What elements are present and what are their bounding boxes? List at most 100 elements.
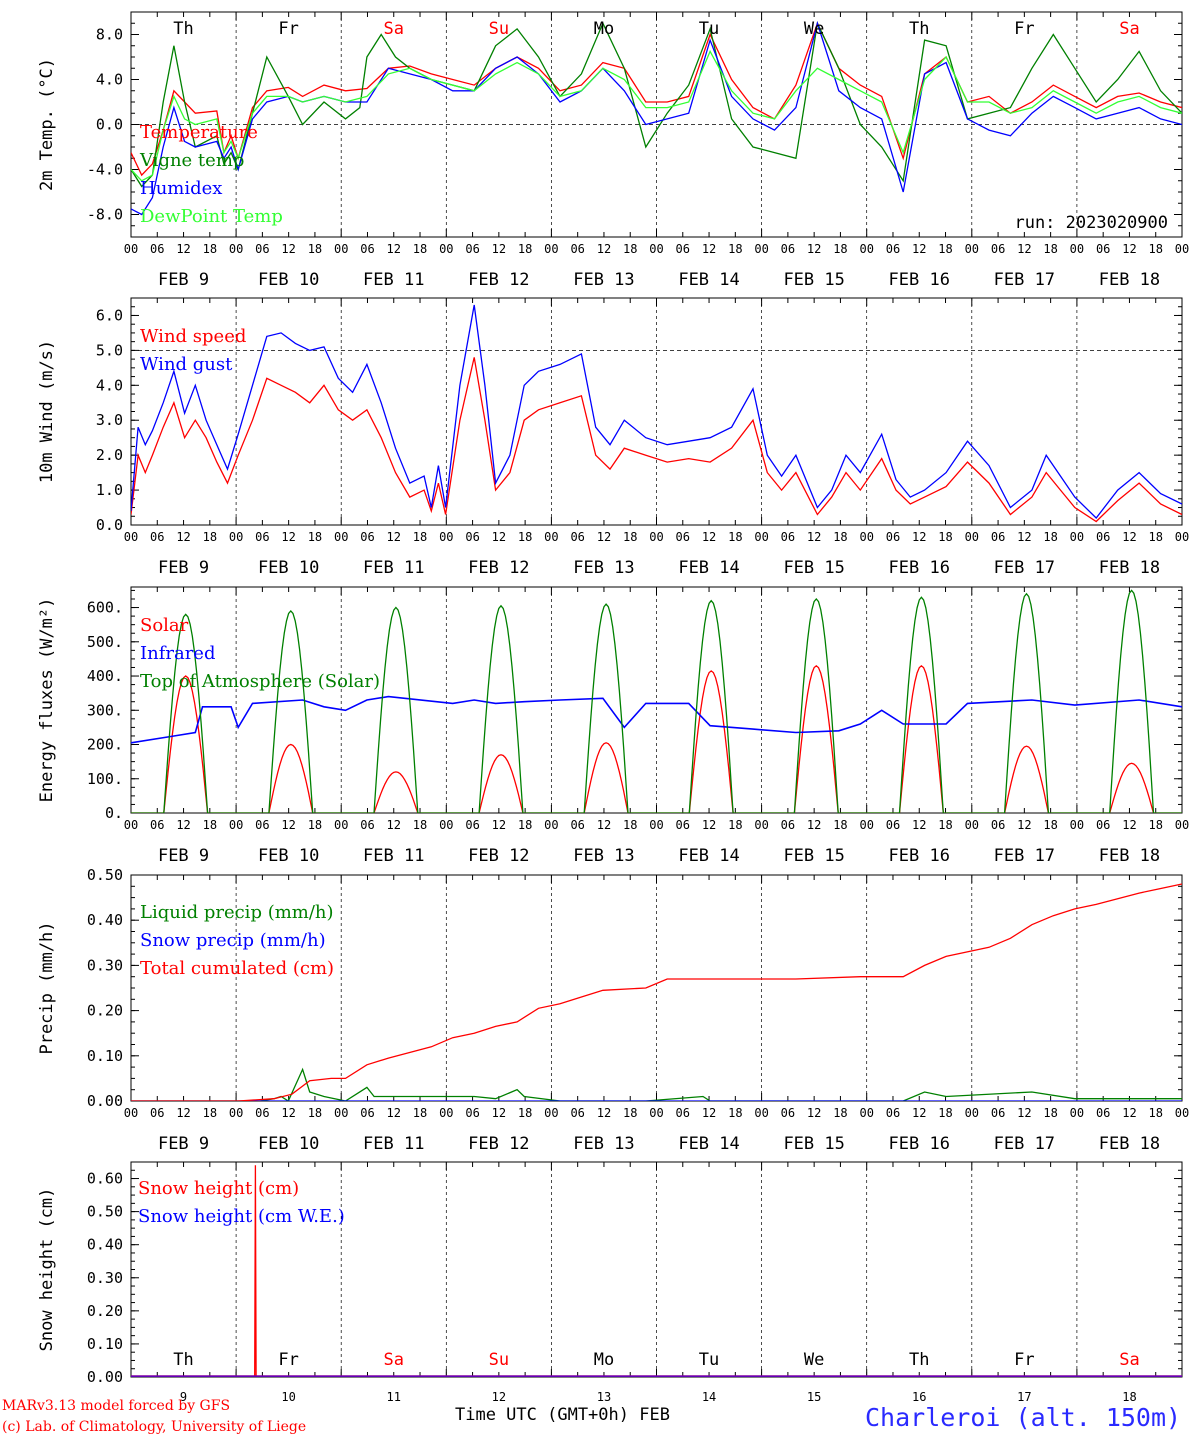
day-of-week-label: Th (173, 19, 193, 39)
hour-label: 12 (1122, 1106, 1136, 1120)
series-group (131, 304, 1182, 523)
day-of-week-label: Th (909, 19, 929, 39)
day-number-label: 16 (912, 1390, 926, 1404)
day-of-week-label: Fr (1014, 1350, 1034, 1370)
hour-label: 06 (570, 1106, 584, 1120)
hour-label: 12 (702, 1106, 716, 1120)
date-label: FEB 14 (678, 846, 739, 866)
date-label: FEB 17 (994, 270, 1055, 290)
panel-energy: 0. 100. 200. 300. 400. 500. 600. Energy fluxes … (37, 586, 1189, 866)
hour-label: 18 (1148, 242, 1162, 256)
date-label: FEB 17 (994, 558, 1055, 578)
hour-label: 18 (413, 818, 427, 832)
hour-label: 06 (570, 818, 584, 832)
legend-entry: DewPoint Temp (140, 206, 283, 227)
day-number-label: 13 (597, 1390, 611, 1404)
hour-label: 06 (781, 242, 795, 256)
hour-label: 12 (176, 1106, 190, 1120)
hour-label: 00 (649, 242, 663, 256)
y-tick-label: 0.50 (87, 1203, 123, 1221)
hour-label: 12 (492, 530, 506, 544)
date-label: FEB 11 (363, 846, 424, 866)
hour-label: 00 (965, 1106, 979, 1120)
y-tick-label: 0.10 (87, 1335, 123, 1353)
hour-label: 18 (203, 1106, 217, 1120)
day-of-week-label: We (804, 19, 824, 39)
day-of-week-label: We (804, 1350, 824, 1370)
hour-label: 00 (1175, 1106, 1189, 1120)
hour-label: 06 (886, 818, 900, 832)
panel-snow: 0.00 0.10 0.20 0.30 0.40 0.50 0.60 Snow height … (37, 1161, 1183, 1404)
hour-label: 12 (702, 530, 716, 544)
series-group (131, 883, 1182, 1101)
hour-label: 06 (676, 1106, 690, 1120)
hour-label: 18 (833, 530, 847, 544)
date-label: FEB 10 (258, 558, 319, 578)
hour-label: 00 (859, 1106, 873, 1120)
hour-label: 00 (1175, 818, 1189, 832)
hour-label: 00 (124, 242, 138, 256)
date-label: FEB 14 (678, 270, 739, 290)
hour-label: 06 (255, 818, 269, 832)
hour-label: 00 (544, 818, 558, 832)
hour-label: 00 (229, 242, 243, 256)
day-number-label: 14 (702, 1390, 716, 1404)
hour-label: 12 (176, 818, 190, 832)
hour-label: 12 (1122, 530, 1136, 544)
run-annotation: run: 2023020900 (1014, 213, 1168, 233)
hour-label: 18 (833, 242, 847, 256)
day-of-week-label: Tu (699, 1350, 719, 1370)
panel-wind: 0.0 1.0 2.0 3.0 4.0 5.0 6.0 10m Wind (m/s) Wind … (37, 297, 1189, 578)
hour-label: 06 (150, 818, 164, 832)
hour-label: 06 (255, 530, 269, 544)
hour-label: 12 (1122, 242, 1136, 256)
y-tick-label: 0. (105, 804, 123, 822)
hour-label: 12 (176, 530, 190, 544)
hour-label: 12 (281, 242, 295, 256)
date-label: FEB 16 (889, 558, 950, 578)
date-label: FEB 12 (468, 846, 529, 866)
hour-label: 18 (938, 1106, 952, 1120)
x-axis-title: Time UTC (GMT+0h) FEB (455, 1405, 670, 1425)
date-label: FEB 9 (158, 1134, 209, 1154)
series-group (131, 1165, 1182, 1377)
day-number-label: 15 (807, 1390, 821, 1404)
y-tick-label: 600. (87, 599, 123, 617)
y-tick-label: 0.0 (96, 516, 123, 534)
y-tick-label: 1.0 (96, 481, 123, 499)
hour-label: 18 (413, 1106, 427, 1120)
hour-label: 12 (492, 1106, 506, 1120)
date-label: FEB 17 (994, 846, 1055, 866)
legend-entry: Temperature (140, 122, 258, 143)
legend-entry: Humidex (140, 178, 222, 199)
hour-label: 12 (387, 530, 401, 544)
date-label: FEB 13 (573, 270, 634, 290)
y-tick-label: 2.0 (96, 446, 123, 464)
hour-label: 18 (308, 242, 322, 256)
hour-label: 06 (886, 242, 900, 256)
hour-label: 00 (754, 1106, 768, 1120)
series-line-wind-speed (131, 357, 1182, 523)
day-of-week-label: Th (173, 1350, 193, 1370)
hour-label: 00 (124, 818, 138, 832)
hour-label: 00 (124, 530, 138, 544)
day-of-week-label: Fr (278, 19, 298, 39)
y-tick-label: 0.20 (87, 1302, 123, 1320)
day-number-label: 18 (1122, 1390, 1136, 1404)
hour-label: 18 (203, 242, 217, 256)
hour-label: 18 (1043, 1106, 1057, 1120)
date-label: FEB 10 (258, 270, 319, 290)
date-label: FEB 13 (573, 846, 634, 866)
hour-label: 12 (912, 242, 926, 256)
date-label: FEB 18 (1099, 270, 1160, 290)
hour-label: 06 (781, 1106, 795, 1120)
hour-label: 18 (518, 530, 532, 544)
hour-label: 06 (255, 1106, 269, 1120)
day-of-week-label: Sa (1119, 19, 1139, 39)
hour-label: 12 (492, 242, 506, 256)
y-tick-label: 0.40 (87, 911, 123, 929)
series-line-liquid-precip-mm-h- (131, 1067, 1182, 1101)
y-tick-label: 0.30 (87, 956, 123, 974)
y-tick-label: 0.0 (96, 116, 123, 134)
